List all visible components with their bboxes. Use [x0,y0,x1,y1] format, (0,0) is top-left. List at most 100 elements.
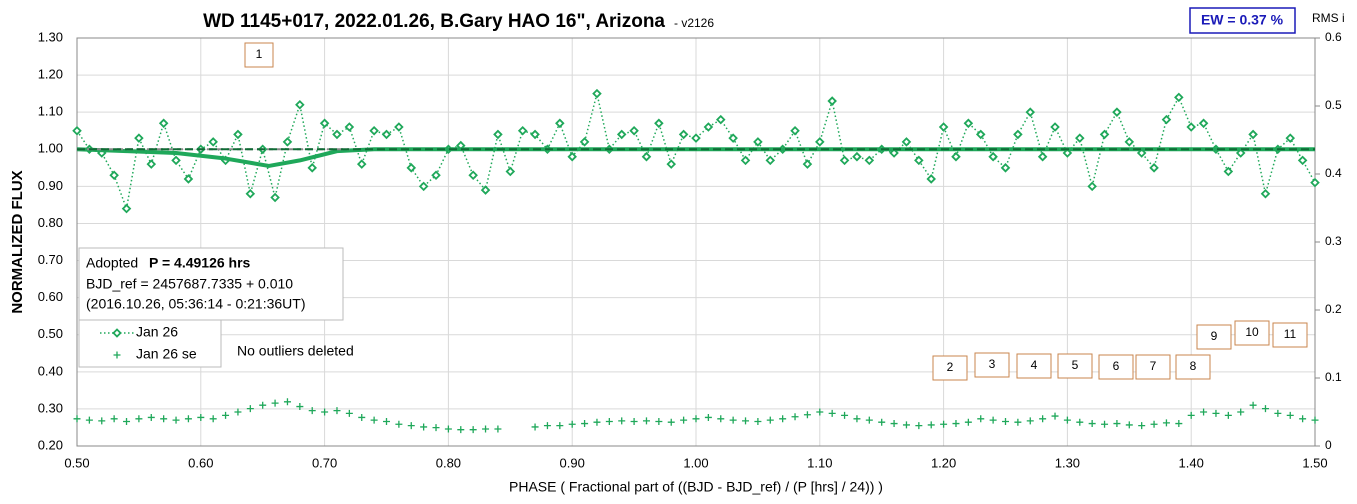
x-tick-label: 1.40 [1179,455,1204,470]
data-point [1112,107,1122,117]
model-line [76,147,1315,168]
data-point [1175,420,1183,428]
data-point [85,416,93,424]
data-point [1223,166,1234,177]
data-point [135,415,143,423]
annotation-box [1057,353,1093,379]
data-point [642,417,650,425]
data-point [407,422,415,430]
data-point [1051,412,1059,420]
data-point [853,415,861,423]
annotation-box [1098,354,1134,380]
data-point [370,416,378,424]
data-point [333,407,341,415]
plot-area: 0.50 0.60 0.70 0.80 0.90 1.00 1.10 1.20 1.30 1.40… [38,29,1342,470]
data-point [208,137,218,147]
data-point [1087,181,1097,192]
data-point [864,155,875,166]
data-point [222,411,230,419]
data-point [171,155,181,166]
data-point [839,155,850,166]
annotation-label: 4 [1031,358,1038,372]
info-box [78,247,344,321]
data-point [1125,421,1133,429]
y-tick-label: 0.60 [38,289,63,304]
data-point [1212,409,1220,417]
legend [78,319,222,368]
data-point [926,174,936,184]
y-tick-label: 0.30 [38,400,63,415]
data-point [655,418,663,426]
data-point [146,159,157,169]
data-point [791,413,799,421]
data-point [121,203,132,214]
data-point [1224,411,1232,419]
data-point [717,415,725,423]
x-axis-label: PHASE ( Fractional part of ((BJD - BJD_r… [509,479,883,495]
data-point [517,125,528,136]
data-point [938,122,949,132]
info-dates: (2016.10.26, 05:36:14 - 0:21:36UT) [86,296,305,312]
data-point [593,418,601,426]
data-point [728,133,738,143]
info-period: P = 4.49126 hrs [149,255,251,271]
data-point [1025,107,1036,117]
data-point [1039,415,1047,423]
data-point [1237,408,1245,416]
data-point [680,416,688,424]
x-tick-label: 0.70 [312,455,337,470]
data-point [1310,177,1320,188]
data-point [827,96,837,106]
data-point [1014,418,1022,426]
data-point [1002,418,1009,426]
data-point [1075,133,1085,143]
data-point [1297,155,1308,166]
data-point [431,170,441,181]
data-point [1299,415,1307,423]
data-point [828,409,836,417]
data-point [1162,419,1170,427]
data-point [678,129,689,140]
data-point [356,159,367,169]
data-point [406,163,417,173]
data-point [1286,411,1294,419]
data-point [803,411,811,419]
y2-tick-label: 0.4 [1325,166,1342,180]
annotation-box [1135,354,1171,380]
data-point [245,189,256,199]
series-line [76,93,1316,212]
y2-tick-label: 0.1 [1325,370,1342,384]
data-point [1150,420,1158,428]
data-point [259,401,267,409]
data-point [469,426,477,434]
data-point [975,129,986,140]
annotation-box [974,352,1010,378]
data-point [457,426,465,434]
y2-tick-label: 0.6 [1325,30,1342,44]
x-tick-label: 1.30 [1055,455,1080,470]
data-point [432,424,440,432]
data-point [753,137,763,147]
annotation-box [1234,320,1270,346]
data-point [1249,401,1257,409]
data-point [344,122,355,132]
y2-tick-label: 0.2 [1325,302,1342,316]
data-point [779,415,787,423]
data-point [1076,418,1084,426]
y2-tick-label: 0.3 [1325,234,1342,248]
data-point [123,418,131,426]
data-point [270,192,280,203]
x-tick-label: 1.10 [807,455,832,470]
data-point [790,125,800,136]
data-point [666,159,677,169]
data-point [1285,133,1296,143]
data-point [692,415,700,423]
info-prefix: Adopted [86,255,138,271]
data-point [209,415,217,423]
data-point [482,425,490,433]
data-point [160,415,168,423]
x-tick-label: 1.50 [1302,455,1327,470]
data-point [568,420,576,428]
ew-label: EW = 0.37 % [1201,12,1284,28]
